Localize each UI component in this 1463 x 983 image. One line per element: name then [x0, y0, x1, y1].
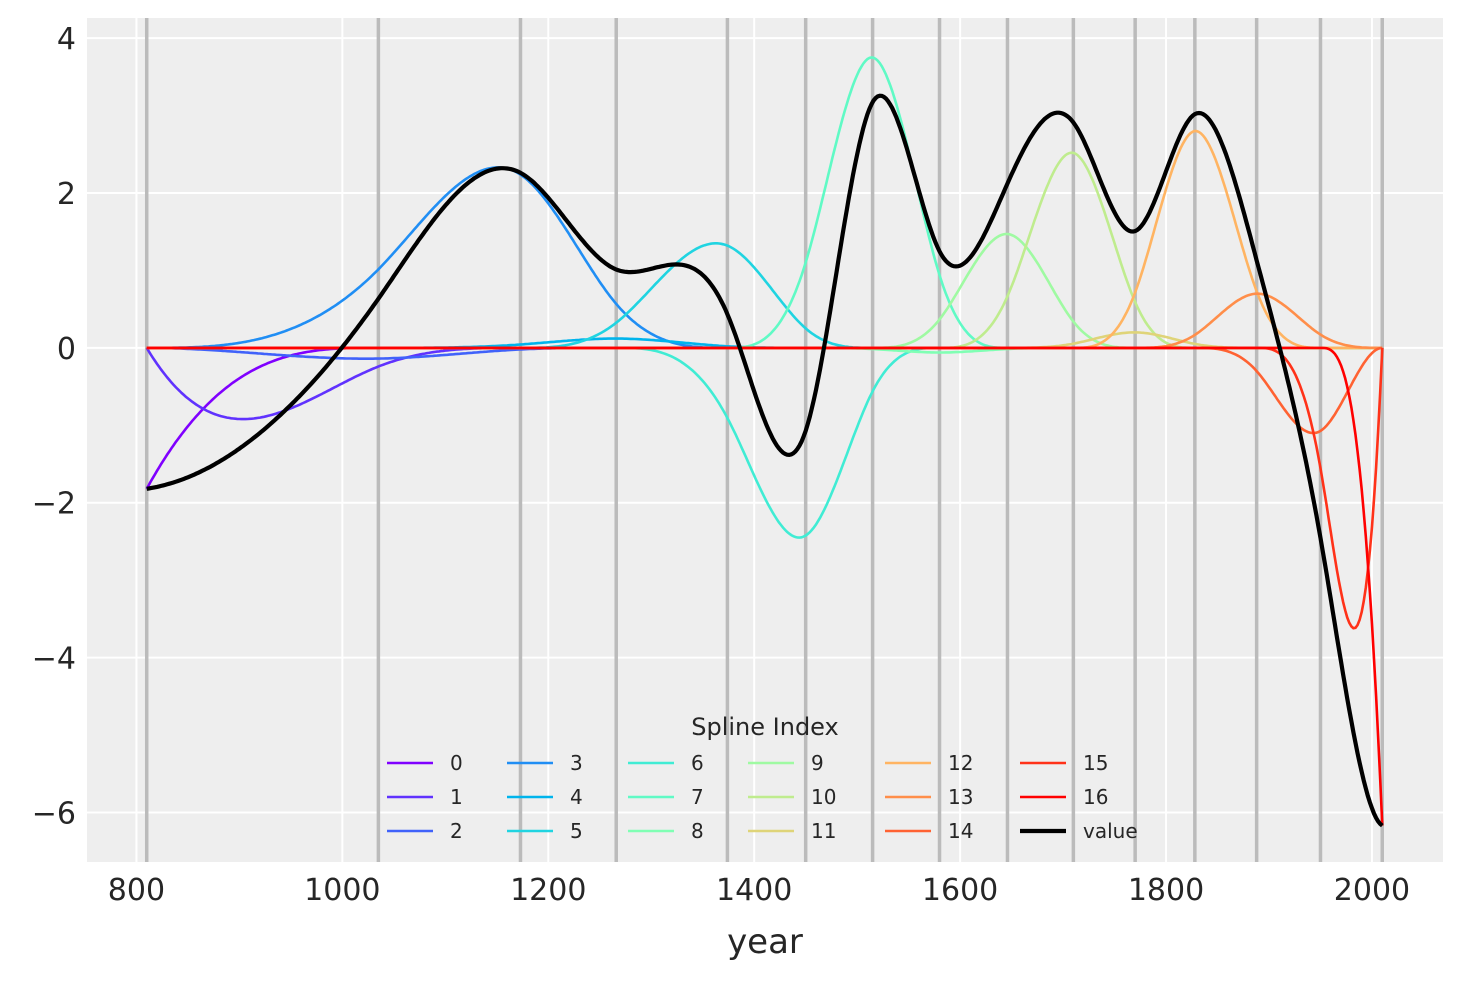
y-tick-label: −4: [32, 642, 76, 677]
x-tick-label: 1800: [1128, 873, 1204, 908]
x-tick-label: 1000: [304, 873, 380, 908]
y-tick-label: −6: [32, 796, 76, 831]
legend-label: 14: [948, 819, 973, 843]
legend-label: 7: [691, 785, 704, 809]
legend-label: value: [1083, 819, 1138, 843]
legend: Spline Index 012345678910111213141516val…: [387, 713, 1138, 843]
x-tick-label: 800: [108, 873, 165, 908]
y-tick-label: −2: [32, 487, 76, 522]
legend-label: 4: [570, 785, 583, 809]
legend-label: 15: [1083, 751, 1108, 775]
y-tick-label: 2: [57, 177, 76, 212]
legend-title: Spline Index: [691, 713, 838, 741]
legend-label: 12: [948, 751, 973, 775]
series-line-16: [146, 346, 1384, 826]
y-tick-label: 4: [57, 22, 76, 57]
series-line-value: [146, 93, 1384, 828]
legend-label: 0: [450, 751, 463, 775]
legend-label: 1: [450, 785, 463, 809]
x-tick-labels: 800 1000 1200 1400 1600 1800 2000: [108, 873, 1410, 908]
legend-label: 5: [570, 819, 583, 843]
legend-label: 16: [1083, 785, 1108, 809]
y-tick-label: 0: [57, 332, 76, 367]
y-tick-labels: 4 2 0 −2 −4 −6: [32, 22, 76, 831]
legend-label: 13: [948, 785, 973, 809]
legend-label: 3: [570, 751, 583, 775]
legend-label: 9: [811, 751, 824, 775]
plot-area: [87, 18, 1443, 862]
x-tick-label: 1600: [922, 873, 998, 908]
legend-label: 11: [811, 819, 836, 843]
x-tick-label: 2000: [1334, 873, 1410, 908]
x-tick-label: 1400: [716, 873, 792, 908]
x-axis-label: year: [727, 922, 803, 962]
legend-label: 10: [811, 785, 836, 809]
legend-label: 2: [450, 819, 463, 843]
x-tick-label: 1200: [510, 873, 586, 908]
legend-label: 8: [691, 819, 704, 843]
series-lines: [145, 56, 1384, 828]
knot-lines: [144, 18, 1385, 862]
legend-label: 6: [691, 751, 704, 775]
